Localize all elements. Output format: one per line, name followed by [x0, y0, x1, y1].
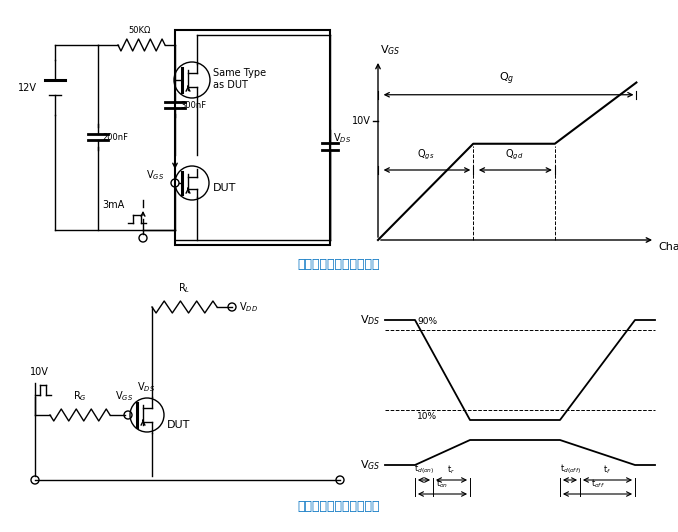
Text: 栅极电荷测试电路和波形: 栅极电荷测试电路和波形	[298, 259, 380, 271]
Text: as DUT: as DUT	[213, 80, 248, 90]
Text: V$_{GS}$: V$_{GS}$	[115, 389, 133, 403]
Text: t$_{d(on)}$: t$_{d(on)}$	[414, 462, 434, 476]
Text: t$_{on}$: t$_{on}$	[437, 478, 449, 490]
Text: 50KΩ: 50KΩ	[129, 26, 151, 35]
Text: V$_{GS}$: V$_{GS}$	[146, 168, 164, 182]
Text: 负载开关测试电路和波形: 负载开关测试电路和波形	[298, 501, 380, 513]
Text: DUT: DUT	[167, 420, 191, 430]
Text: DUT: DUT	[213, 183, 237, 193]
Text: 10V: 10V	[352, 116, 371, 126]
Text: t$_{d(off)}$: t$_{d(off)}$	[559, 462, 580, 476]
Text: Q$_g$: Q$_g$	[500, 70, 515, 87]
Text: t$_{off}$: t$_{off}$	[591, 478, 604, 490]
Text: t$_r$: t$_r$	[447, 463, 456, 476]
Text: 12V: 12V	[18, 83, 37, 93]
Text: R$_G$: R$_G$	[73, 389, 87, 403]
Text: 10%: 10%	[417, 412, 437, 421]
Text: V$_{GS}$: V$_{GS}$	[359, 458, 380, 472]
Text: V$_{DS}$: V$_{DS}$	[137, 380, 155, 394]
Text: t$_f$: t$_f$	[603, 463, 612, 476]
Text: R$_L$: R$_L$	[178, 281, 191, 295]
Text: 300nF: 300nF	[180, 101, 206, 110]
Bar	[175, 30, 330, 245]
Text: V$_{GS}$: V$_{GS}$	[380, 43, 401, 57]
Text: 10V: 10V	[30, 367, 49, 377]
Text: V$_{DS}$: V$_{DS}$	[359, 313, 380, 327]
Text: 200nF: 200nF	[102, 132, 128, 142]
Text: 90%: 90%	[417, 317, 437, 326]
Text: Charge: Charge	[658, 242, 678, 252]
Text: Q$_{gs}$: Q$_{gs}$	[417, 147, 435, 162]
Text: Q$_{gd}$: Q$_{gd}$	[505, 147, 523, 162]
Text: V$_{DD}$: V$_{DD}$	[239, 300, 258, 314]
Text: V$_{DS}$: V$_{DS}$	[333, 131, 351, 145]
Text: Same Type: Same Type	[213, 68, 266, 78]
Text: 3mA: 3mA	[103, 200, 125, 210]
